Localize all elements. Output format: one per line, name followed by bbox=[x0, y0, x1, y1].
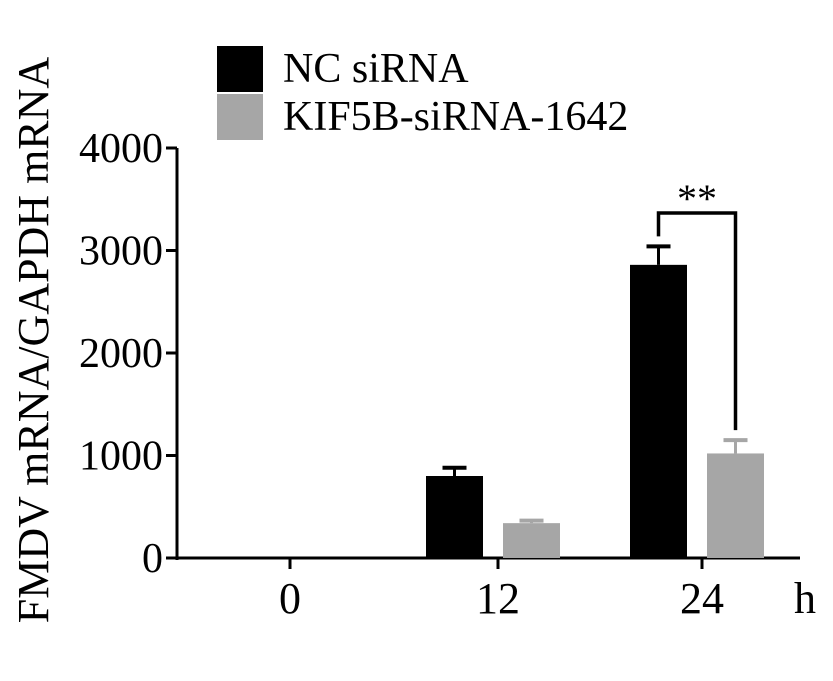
x-tick-label: 24 bbox=[680, 574, 724, 623]
significance-bracket bbox=[656, 211, 738, 431]
y-ticks: 0 1000 2000 3000 4000 bbox=[79, 126, 177, 582]
x-ticks: 0 12 24 bbox=[279, 558, 724, 623]
bar bbox=[503, 523, 560, 558]
legend-label: KIF5B-siRNA-1642 bbox=[283, 94, 628, 140]
y-tick-label: 0 bbox=[142, 536, 163, 582]
legend-swatch bbox=[217, 46, 263, 92]
x-axis-unit: h bbox=[794, 574, 816, 623]
y-tick-label: 2000 bbox=[79, 331, 163, 377]
error-bars bbox=[442, 244, 748, 524]
y-tick-label: 3000 bbox=[79, 229, 163, 275]
y-tick-label: 1000 bbox=[79, 434, 163, 480]
y-axis-label: FMDV mRNA/GAPDH mRNA bbox=[9, 57, 58, 624]
x-tick-label: 12 bbox=[476, 574, 520, 623]
x-tick-label: 0 bbox=[279, 574, 301, 623]
bar bbox=[630, 264, 687, 558]
significance-label: ** bbox=[677, 176, 717, 221]
bar bbox=[426, 476, 483, 558]
bar bbox=[707, 453, 764, 558]
y-tick-label: 4000 bbox=[79, 126, 163, 172]
legend-swatch bbox=[217, 94, 263, 140]
bars bbox=[426, 264, 764, 558]
legend-label: NC siRNA bbox=[283, 46, 469, 92]
significance-annotation: ** bbox=[656, 176, 738, 431]
